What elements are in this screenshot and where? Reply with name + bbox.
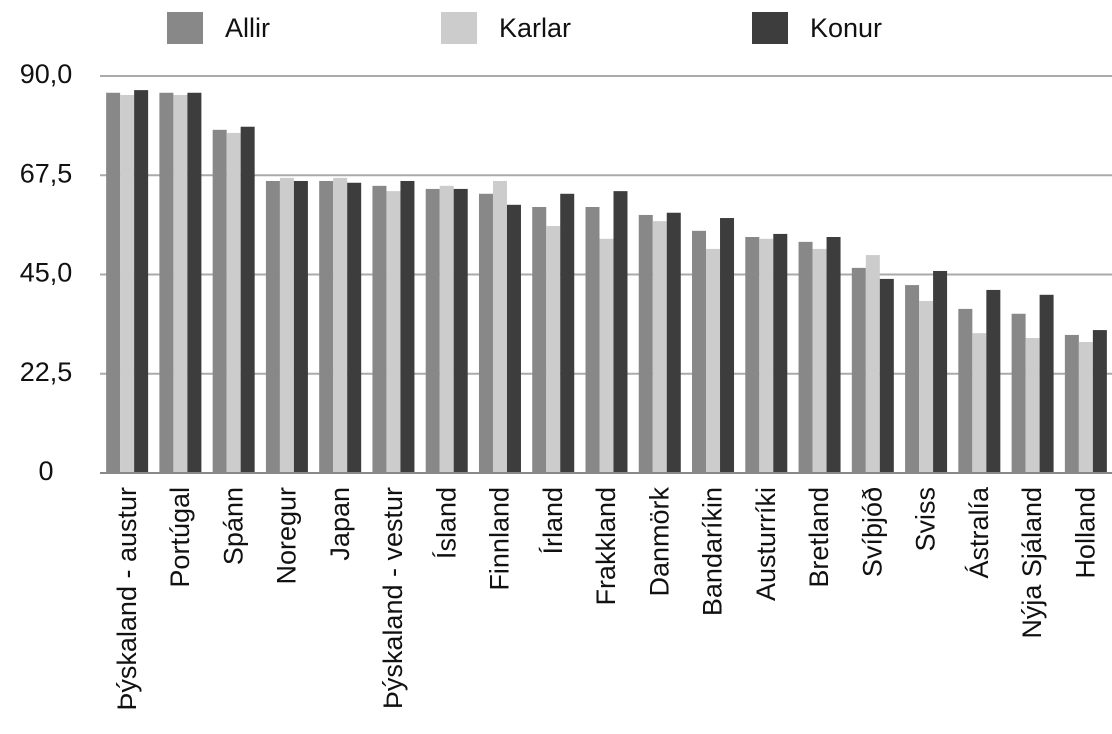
bar	[919, 300, 934, 473]
legend-label: Konur	[810, 13, 882, 43]
bar	[400, 180, 415, 474]
x-tick-label: Bretland	[804, 487, 834, 588]
legend-swatch	[752, 12, 788, 44]
bar	[865, 255, 880, 473]
x-tick-label: Írland	[538, 487, 568, 555]
bar	[986, 289, 1001, 473]
x-tick-label: Þýskaland - austur	[112, 487, 142, 711]
bar	[585, 207, 600, 473]
bar	[798, 241, 813, 473]
x-tick-label: Ísland	[431, 487, 461, 559]
bar	[1064, 334, 1079, 473]
y-tick-label: 67,5	[20, 158, 73, 188]
bar	[333, 177, 348, 473]
y-tick-label: 0	[38, 456, 53, 486]
x-tick-label: Sviss	[911, 487, 941, 552]
bar	[1078, 341, 1093, 473]
bar	[1092, 330, 1107, 473]
x-tick-label: Ástralía	[964, 486, 994, 579]
bar	[638, 214, 653, 473]
bar	[958, 308, 973, 473]
x-tick-label: Japan	[325, 487, 355, 561]
bar	[706, 248, 721, 473]
bar	[506, 204, 521, 473]
x-tick-label: Portúgal	[165, 487, 195, 588]
legend-swatch	[441, 12, 477, 44]
bar	[319, 180, 334, 474]
bar	[492, 180, 507, 474]
x-tick-label: Finnland	[485, 487, 515, 591]
bar	[972, 333, 987, 473]
x-tick-label: Austurríki	[751, 487, 781, 601]
bar	[933, 270, 948, 473]
legend-label: Karlar	[499, 13, 571, 43]
bar	[720, 218, 735, 473]
bar	[1025, 338, 1040, 473]
bar	[159, 92, 174, 474]
bar	[905, 285, 920, 473]
bar	[692, 230, 707, 473]
bar	[212, 129, 227, 473]
legend-label: Allir	[225, 13, 270, 43]
bar	[826, 237, 841, 473]
bar	[372, 185, 387, 473]
bar	[120, 94, 135, 474]
bar	[560, 193, 575, 473]
bar	[425, 188, 440, 473]
bar	[532, 207, 547, 473]
x-tick-label: Holland	[1070, 487, 1100, 579]
legend-swatch	[167, 12, 203, 44]
x-tick-label: Svíþjóð	[857, 487, 887, 577]
x-tick-label: Danmörk	[644, 487, 674, 597]
bar	[812, 248, 827, 473]
bar	[478, 193, 493, 473]
x-tick-label: Spánn	[218, 487, 248, 565]
x-tick-label: Frakkland	[591, 487, 621, 606]
x-tick-label: Nýja Sjáland	[1017, 487, 1047, 639]
bar	[439, 185, 454, 473]
bar	[851, 267, 866, 473]
bar	[613, 191, 628, 473]
y-tick-label: 45,0	[20, 258, 73, 288]
bar	[666, 212, 681, 473]
x-tick-label: Þýskaland - vestur	[378, 487, 408, 709]
bar	[226, 132, 241, 474]
bar	[265, 180, 280, 474]
bar	[652, 221, 667, 473]
bar	[1011, 313, 1026, 473]
bar	[240, 126, 255, 473]
y-tick-label: 22,5	[20, 357, 73, 387]
bar	[106, 92, 121, 474]
bar	[599, 238, 614, 473]
bar	[546, 225, 561, 473]
bar	[187, 92, 202, 474]
bar	[879, 278, 894, 473]
bar	[773, 233, 788, 473]
bar	[293, 180, 308, 474]
bar	[173, 94, 188, 474]
bar	[134, 90, 149, 474]
bar	[386, 191, 401, 473]
bar	[279, 177, 294, 473]
x-tick-label: Noregur	[272, 487, 302, 585]
bar	[759, 238, 774, 473]
x-tick-label: Bandaríkin	[698, 487, 728, 616]
bar	[453, 188, 468, 473]
bar	[347, 182, 362, 473]
y-tick-label: 90,0	[20, 59, 73, 89]
bar	[1039, 294, 1054, 473]
bar	[745, 237, 760, 473]
